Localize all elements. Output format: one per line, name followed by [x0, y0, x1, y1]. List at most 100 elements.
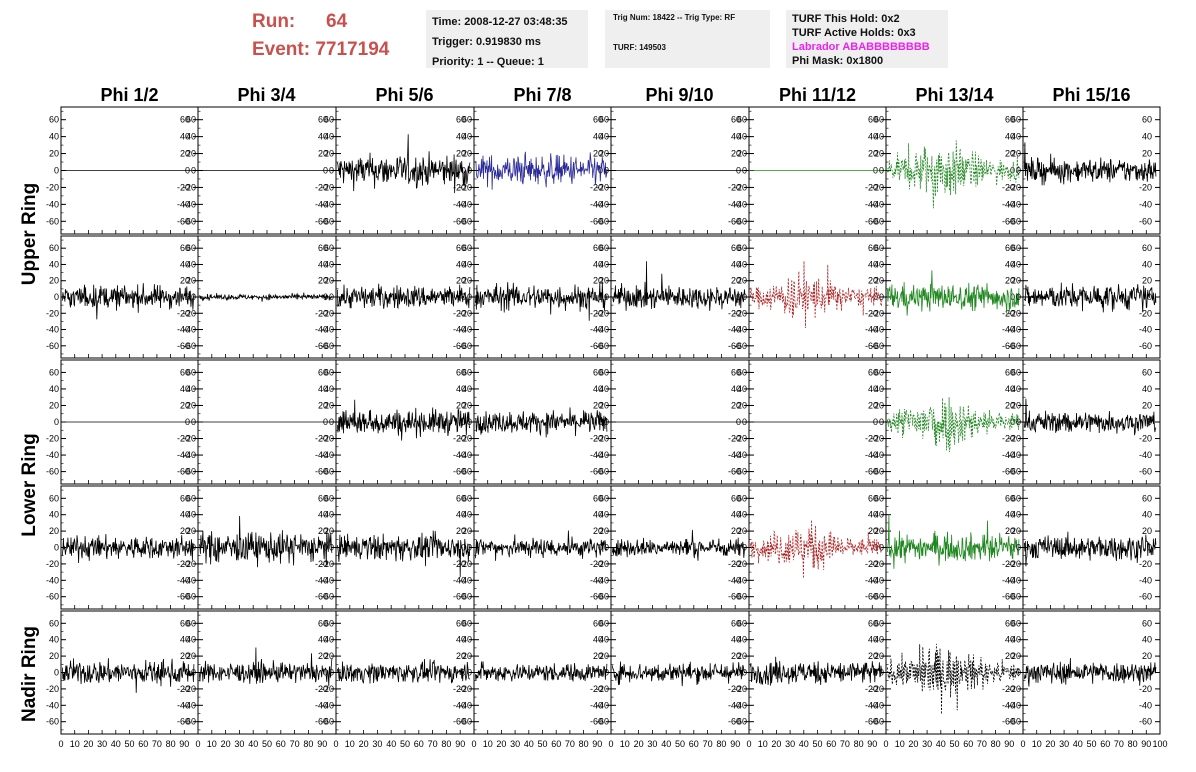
waveform-line [612, 661, 746, 687]
y-tick-label: -60 [453, 717, 466, 727]
y-tick-label: 20 [593, 149, 603, 159]
y-tick-label: -40 [728, 575, 741, 585]
y-tick-label: -20 [1002, 434, 1015, 444]
y-tick-label: 0 [191, 668, 196, 678]
y-tick-label: -40 [1008, 325, 1021, 335]
y-tick-label: 0 [54, 668, 59, 678]
x-tick-label: 10 [758, 739, 768, 749]
y-tick-label: -60 [596, 216, 609, 226]
y-tick-label: -60 [596, 592, 609, 602]
y-tick-label: -40 [865, 700, 878, 710]
y-tick-label: 40 [1005, 384, 1015, 394]
y-tick-label: -40 [177, 325, 190, 335]
y-tick-label: -60 [865, 592, 878, 602]
y-tick-label: -40 [46, 199, 59, 209]
y-tick-label: 40 [49, 510, 59, 520]
y-tick-label: 40 [731, 132, 741, 142]
y-tick-label: -20 [453, 434, 466, 444]
y-tick-label: 0 [329, 543, 334, 553]
y-tick-label: -20 [46, 182, 59, 192]
y-tick-label: -60 [728, 341, 741, 351]
y-tick-label: -20 [459, 684, 472, 694]
y-tick-label: 40 [318, 510, 328, 520]
x-tick-label: 70 [565, 739, 575, 749]
y-tick-label: 0 [1016, 417, 1021, 427]
x-tick-label: 10 [620, 739, 630, 749]
x-tick-label: 70 [152, 739, 162, 749]
y-tick-label: 60 [874, 243, 884, 253]
y-tick-label: -20 [590, 434, 603, 444]
x-tick-label: 20 [771, 739, 781, 749]
y-tick-label: 20 [186, 400, 196, 410]
y-tick-label: -60 [183, 341, 196, 351]
y-tick-label: 60 [1011, 493, 1021, 503]
y-tick-label: -20 [1002, 308, 1015, 318]
y-tick-label: 60 [180, 243, 190, 253]
y-tick-label: 40 [737, 132, 747, 142]
y-tick-label: -20 [1008, 308, 1021, 318]
y-tick-label: 0 [185, 543, 190, 553]
y-tick-label: 60 [868, 493, 878, 503]
y-tick-label: -20 [453, 182, 466, 192]
y-tick-label: 40 [737, 259, 747, 269]
y-tick-label: 40 [324, 132, 334, 142]
y-tick-label: 20 [324, 149, 334, 159]
y-tick-label: -20 [1008, 684, 1021, 694]
y-tick-label: -60 [590, 592, 603, 602]
y-tick-label: 20 [318, 400, 328, 410]
y-tick-label: 60 [456, 493, 466, 503]
y-tick-label: -40 [459, 575, 472, 585]
y-tick-label: 60 [456, 367, 466, 377]
y-tick-label: -60 [321, 717, 334, 727]
y-tick-label: -20 [315, 684, 328, 694]
x-tick-label: 80 [303, 739, 313, 749]
y-tick-label: -20 [177, 182, 190, 192]
y-tick-label: -20 [728, 182, 741, 192]
y-tick-label: -60 [865, 717, 878, 727]
y-tick-label: 60 [49, 115, 59, 125]
y-tick-label: -20 [46, 684, 59, 694]
y-tick-label: -20 [596, 559, 609, 569]
y-tick-label: 20 [180, 149, 190, 159]
y-tick-label: 20 [180, 526, 190, 536]
y-tick-label: -60 [177, 592, 190, 602]
y-tick-label: -60 [459, 717, 472, 727]
y-tick-label: -20 [1008, 182, 1021, 192]
y-tick-label: 20 [1005, 526, 1015, 536]
y-tick-label: 0 [604, 166, 609, 176]
y-tick-label: 40 [593, 635, 603, 645]
x-tick-label: 90 [179, 739, 189, 749]
y-tick-label: 40 [318, 384, 328, 394]
waveform-line [62, 658, 195, 693]
waveform-line [337, 399, 471, 441]
y-tick-label: 60 [737, 367, 747, 377]
y-tick-label: 20 [737, 651, 747, 661]
y-tick-label: -20 [871, 434, 884, 444]
y-tick-label: 60 [737, 618, 747, 628]
waveform-line [337, 134, 471, 194]
phi-label-6: Phi 11/12 [778, 85, 857, 105]
y-tick-label: -60 [1139, 592, 1152, 602]
event-value: 7717194 [315, 39, 390, 60]
y-tick-label: -60 [321, 216, 334, 226]
y-tick-label: 40 [1142, 132, 1152, 142]
y-tick-label: 20 [593, 276, 603, 286]
y-tick-label: 60 [1005, 243, 1015, 253]
y-tick-label: -60 [590, 216, 603, 226]
y-tick-label: 60 [1011, 618, 1021, 628]
y-tick-label: 20 [456, 526, 466, 536]
y-tick-label: 0 [1010, 543, 1015, 553]
x-tick-label: 20 [496, 739, 506, 749]
x-tick-label: 0 [58, 739, 63, 749]
y-tick-label: 20 [599, 276, 609, 286]
y-tick-label: -40 [728, 700, 741, 710]
y-tick-label: -20 [871, 684, 884, 694]
y-tick-label: -20 [590, 559, 603, 569]
y-tick-label: 0 [191, 292, 196, 302]
y-tick-label: -60 [871, 216, 884, 226]
